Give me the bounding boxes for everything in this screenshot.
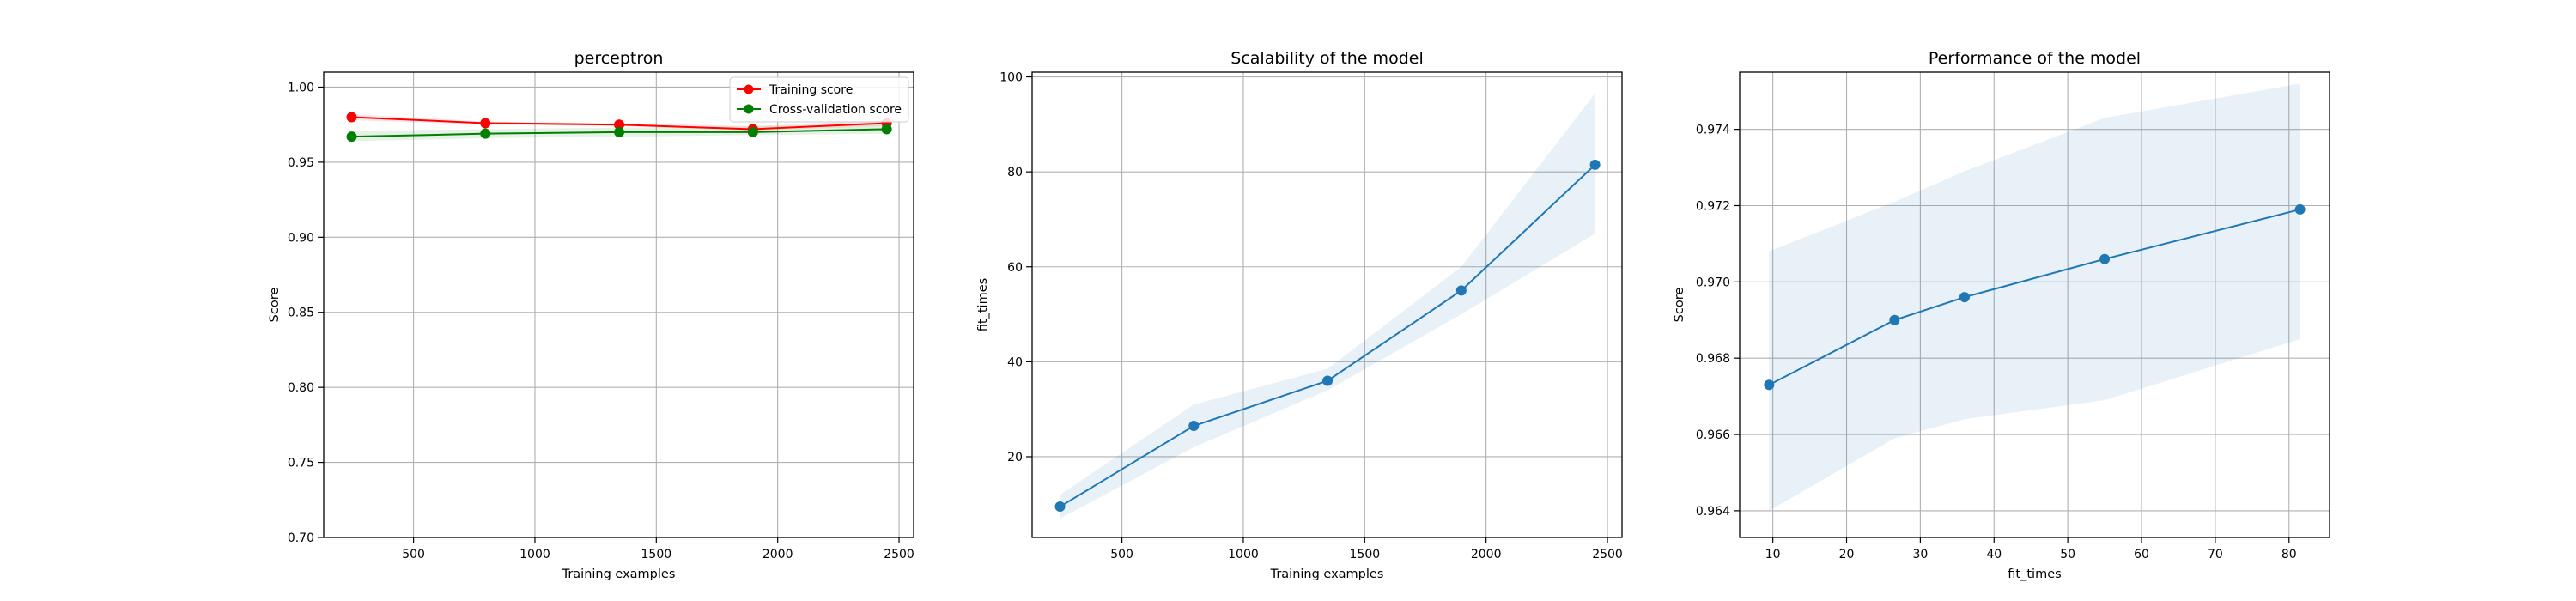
data-point xyxy=(1959,292,1970,303)
y-tick-label: 0.972 xyxy=(1696,199,1730,213)
x-axis-label: Training examples xyxy=(562,568,676,581)
subplot-2: 500 1000 1500 2000 2500 20 40 60 80 100 Scalabilit… xyxy=(976,49,1623,581)
y-tick-label: 0.90 xyxy=(288,231,314,245)
y-tick-label: 0.970 xyxy=(1696,276,1730,289)
chart-title: perceptron xyxy=(574,49,664,68)
x-tick-label: 2000 xyxy=(1471,548,1502,562)
y-tick-label: 1.00 xyxy=(288,81,314,94)
legend: Training score Cross-validation score xyxy=(729,76,909,123)
y-tick-label: 0.75 xyxy=(288,457,314,470)
confidence-band xyxy=(1060,93,1595,519)
x-tick-label: 50 xyxy=(2060,548,2075,562)
legend-marker xyxy=(744,104,754,114)
y-tick-label: 0.70 xyxy=(288,531,314,545)
x-tick-label: 40 xyxy=(1986,548,2002,562)
data-point xyxy=(1889,314,1900,325)
y-axis-label: Score xyxy=(1673,288,1686,323)
data-point xyxy=(480,128,491,139)
data-point xyxy=(1054,501,1066,513)
axes-frame xyxy=(323,71,914,538)
y-tick-label: 60 xyxy=(1007,261,1023,275)
x-tick-label: 1500 xyxy=(1350,548,1381,562)
legend-box xyxy=(729,76,909,123)
data-point xyxy=(346,131,357,143)
chart-title: Performance of the model xyxy=(1929,49,2141,68)
chart-title: Scalability of the model xyxy=(1230,49,1423,68)
legend-marker xyxy=(744,84,754,94)
y-tick-label: 0.968 xyxy=(1696,352,1730,366)
x-tick-label: 2000 xyxy=(762,548,793,562)
subplot-3: 10 20 30 40 50 60 70 80 0.964 0.966 0.968 0.970 0.97… xyxy=(1673,49,2330,581)
x-tick-label: 500 xyxy=(402,548,425,562)
y-tick-label: 40 xyxy=(1007,355,1023,369)
data-point xyxy=(614,126,625,137)
y-tick-label: 80 xyxy=(1007,166,1023,179)
y-axis-label: fit_times xyxy=(976,278,990,331)
x-tick-label: 1500 xyxy=(641,548,672,562)
y-tick-label: 0.964 xyxy=(1696,505,1730,519)
y-tick-label: 0.80 xyxy=(288,381,314,395)
x-tick-label: 60 xyxy=(2134,548,2149,562)
data-point xyxy=(1455,285,1467,296)
y-tick-label: 100 xyxy=(999,71,1023,85)
data-point xyxy=(346,112,357,123)
x-tick-label: 2500 xyxy=(1592,548,1623,562)
y-tick-label: 20 xyxy=(1007,451,1023,464)
data-point xyxy=(614,119,625,131)
confidence-band xyxy=(1769,83,2300,511)
data-point xyxy=(1589,159,1601,170)
x-tick-label: 10 xyxy=(1765,548,1781,562)
data-point xyxy=(1322,375,1334,386)
y-axis-label: Score xyxy=(268,288,282,323)
x-tick-label: 1000 xyxy=(1228,548,1259,562)
x-tick-label: 500 xyxy=(1110,548,1133,562)
data-point xyxy=(881,124,892,135)
data-point xyxy=(1188,421,1200,432)
data-point xyxy=(2099,253,2111,264)
x-axis-label: fit_times xyxy=(2008,568,2061,581)
data-point xyxy=(747,126,758,137)
y-tick-label: 0.974 xyxy=(1696,124,1730,137)
y-tick-label: 0.85 xyxy=(288,307,314,320)
x-axis-label: Training examples xyxy=(1270,568,1384,581)
legend-label: Training score xyxy=(769,83,853,97)
x-tick-label: 2500 xyxy=(884,548,914,562)
x-tick-label: 80 xyxy=(2281,548,2297,562)
x-tick-label: 1000 xyxy=(519,548,550,562)
x-tick-label: 70 xyxy=(2208,548,2223,562)
x-tick-label: 30 xyxy=(1912,548,1928,562)
subplot-1: 500 1000 1500 2000 2500 0.70 0.75 0.80 0.85 0.90 0… xyxy=(268,49,914,581)
data-point xyxy=(480,118,491,129)
x-tick-label: 20 xyxy=(1839,548,1855,562)
axes-frame xyxy=(1031,71,1623,538)
y-tick-label: 0.95 xyxy=(288,156,314,170)
data-point xyxy=(1764,379,1775,391)
data-point xyxy=(2294,203,2306,215)
axes-frame xyxy=(1739,71,2330,538)
legend-label: Cross-validation score xyxy=(769,103,902,117)
y-tick-label: 0.966 xyxy=(1696,428,1730,442)
